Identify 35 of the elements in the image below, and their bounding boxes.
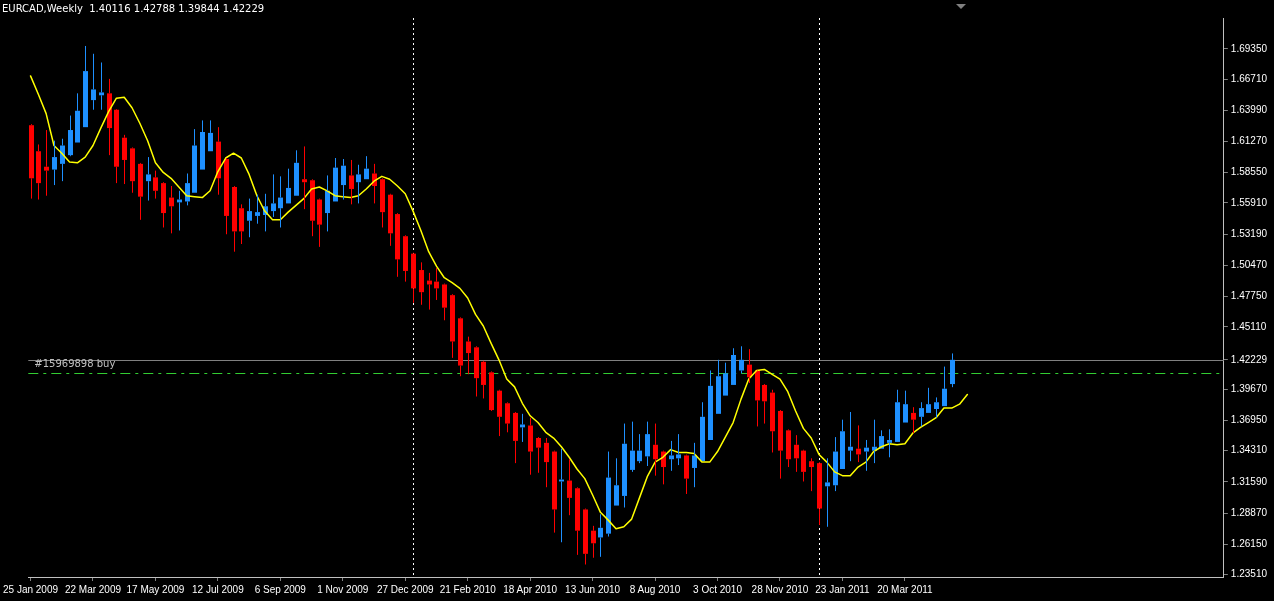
x-tick-label: 21 Feb 2010 (439, 583, 497, 595)
y-tick-label: 1.63990 (1230, 104, 1268, 116)
y-tick-label: 1.45110 (1230, 320, 1267, 332)
y-tick-label: 1.34310 (1230, 444, 1268, 456)
y-tick-label: 1.55910 (1230, 196, 1268, 208)
x-tick-label: 13 Jun 2010 (565, 583, 621, 595)
y-tick-label: 1.50470 (1230, 259, 1268, 271)
x-tick-label: 18 Apr 2010 (503, 583, 558, 595)
y-tick-label: 1.36950 (1230, 414, 1268, 426)
y-tick-label: 1.61270 (1230, 135, 1268, 147)
x-tick-label: 25 Jan 2009 (3, 583, 59, 595)
chart-title: EURCAD,Weekly 1.40116 1.42788 1.39844 1.42229 (2, 2, 265, 14)
x-tick-label: 3 Oct 2010 (693, 583, 743, 595)
x-tick-label: 22 Mar 2009 (64, 583, 122, 595)
x-tick-label: 6 Sep 2009 (254, 583, 307, 595)
y-tick-label: 1.28870 (1230, 506, 1268, 518)
y-tick-label: 1.47750 (1230, 290, 1268, 302)
x-tick-label: 12 Jul 2009 (192, 583, 245, 595)
x-tick-label: 8 Aug 2010 (629, 583, 681, 595)
x-tick-label: 1 Nov 2009 (317, 583, 369, 595)
ref-line-label: #15969898 buy (34, 358, 116, 370)
y-tick-label: 1.31590 (1230, 475, 1268, 487)
x-tick-label: 28 Nov 2010 (751, 583, 809, 595)
y-tick-label: 1.23510 (1230, 568, 1268, 580)
y-tick-label: 1.26150 (1230, 537, 1268, 549)
y-tick-label: 1.53190 (1230, 227, 1268, 239)
x-tick-label: 23 Jan 2011 (815, 583, 871, 595)
x-tick-label: 17 May 2009 (126, 583, 185, 595)
y-tick-label: 1.39670 (1230, 382, 1268, 394)
x-tick-label: 20 Mar 2011 (877, 583, 934, 595)
y-tick-label: 1.66710 (1230, 72, 1268, 84)
x-tick-label: 27 Dec 2009 (376, 583, 435, 595)
y-tick-label: 1.69350 (1230, 42, 1268, 54)
y-tick-label: 1.42229 (1230, 353, 1268, 365)
y-tick-label: 1.58550 (1230, 166, 1268, 178)
